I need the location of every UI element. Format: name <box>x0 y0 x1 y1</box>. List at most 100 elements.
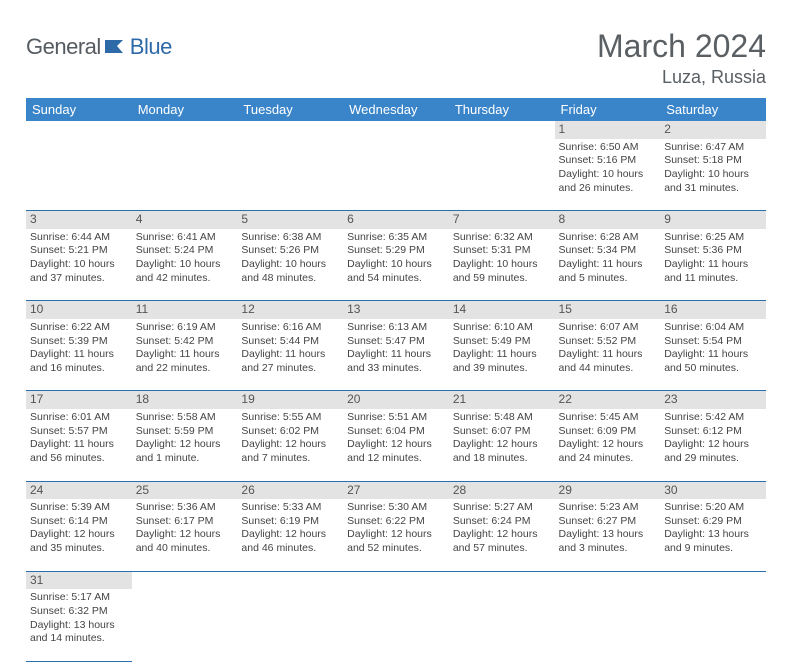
sunset-text: Sunset: 5:39 PM <box>30 335 128 349</box>
day2-text: and 12 minutes. <box>347 452 445 466</box>
day-number: 18 <box>136 392 149 406</box>
sunset-text: Sunset: 5:49 PM <box>453 335 551 349</box>
day-number-cell: 3 <box>26 211 132 229</box>
flag-icon <box>105 37 127 58</box>
day-cell: Sunrise: 5:30 AMSunset: 6:22 PMDaylight:… <box>343 499 449 571</box>
day-cell: Sunrise: 5:48 AMSunset: 6:07 PMDaylight:… <box>449 409 555 481</box>
day2-text: and 11 minutes. <box>664 272 762 286</box>
weekday-header: Thursday <box>449 98 555 121</box>
sunrise-text: Sunrise: 5:17 AM <box>30 591 128 605</box>
day-number-cell: 7 <box>449 211 555 229</box>
day-cell: Sunrise: 6:38 AMSunset: 5:26 PMDaylight:… <box>237 229 343 301</box>
day-cell: Sunrise: 5:55 AMSunset: 6:02 PMDaylight:… <box>237 409 343 481</box>
day-number-cell: 30 <box>660 481 766 499</box>
day-number-cell: 9 <box>660 211 766 229</box>
day-number-cell: 13 <box>343 301 449 319</box>
day-number: 24 <box>30 483 43 497</box>
day1-text: Daylight: 10 hours <box>453 258 551 272</box>
sunrise-text: Sunrise: 5:30 AM <box>347 501 445 515</box>
day2-text: and 7 minutes. <box>241 452 339 466</box>
day2-text: and 31 minutes. <box>664 182 762 196</box>
day-number-cell <box>343 571 449 589</box>
sunrise-text: Sunrise: 6:10 AM <box>453 321 551 335</box>
sunset-text: Sunset: 5:36 PM <box>664 244 762 258</box>
day-content-row: Sunrise: 6:44 AMSunset: 5:21 PMDaylight:… <box>26 229 766 301</box>
day-number-cell: 26 <box>237 481 343 499</box>
day1-text: Daylight: 10 hours <box>136 258 234 272</box>
sunset-text: Sunset: 6:02 PM <box>241 425 339 439</box>
day-number-cell: 25 <box>132 481 238 499</box>
sunset-text: Sunset: 5:34 PM <box>559 244 657 258</box>
day2-text: and 59 minutes. <box>453 272 551 286</box>
day-number: 29 <box>559 483 572 497</box>
sunset-text: Sunset: 6:04 PM <box>347 425 445 439</box>
sunset-text: Sunset: 5:44 PM <box>241 335 339 349</box>
sunrise-text: Sunrise: 6:19 AM <box>136 321 234 335</box>
sunrise-text: Sunrise: 6:07 AM <box>559 321 657 335</box>
day-number: 2 <box>664 122 671 136</box>
day2-text: and 56 minutes. <box>30 452 128 466</box>
day1-text: Daylight: 12 hours <box>30 528 128 542</box>
day1-text: Daylight: 12 hours <box>241 438 339 452</box>
sunrise-text: Sunrise: 6:41 AM <box>136 231 234 245</box>
sunset-text: Sunset: 5:59 PM <box>136 425 234 439</box>
sunset-text: Sunset: 5:24 PM <box>136 244 234 258</box>
day-cell: Sunrise: 5:20 AMSunset: 6:29 PMDaylight:… <box>660 499 766 571</box>
weekday-header-row: Sunday Monday Tuesday Wednesday Thursday… <box>26 98 766 121</box>
day-number: 17 <box>30 392 43 406</box>
day-cell <box>26 139 132 211</box>
sunset-text: Sunset: 6:14 PM <box>30 515 128 529</box>
sunset-text: Sunset: 5:18 PM <box>664 154 762 168</box>
day-number: 6 <box>347 212 354 226</box>
day-cell <box>132 139 238 211</box>
day-number-row: 31 <box>26 571 766 589</box>
day-number: 27 <box>347 483 360 497</box>
day-cell: Sunrise: 5:36 AMSunset: 6:17 PMDaylight:… <box>132 499 238 571</box>
day-number-cell: 16 <box>660 301 766 319</box>
sunset-text: Sunset: 6:27 PM <box>559 515 657 529</box>
day2-text: and 24 minutes. <box>559 452 657 466</box>
day1-text: Daylight: 11 hours <box>241 348 339 362</box>
day2-text: and 9 minutes. <box>664 542 762 556</box>
day-content-row: Sunrise: 6:01 AMSunset: 5:57 PMDaylight:… <box>26 409 766 481</box>
title-block: March 2024 Luza, Russia <box>597 28 766 88</box>
day2-text: and 44 minutes. <box>559 362 657 376</box>
day-cell: Sunrise: 5:23 AMSunset: 6:27 PMDaylight:… <box>555 499 661 571</box>
day2-text: and 26 minutes. <box>559 182 657 196</box>
day1-text: Daylight: 11 hours <box>30 348 128 362</box>
day-cell: Sunrise: 6:22 AMSunset: 5:39 PMDaylight:… <box>26 319 132 391</box>
day2-text: and 33 minutes. <box>347 362 445 376</box>
day-number: 28 <box>453 483 466 497</box>
day-number: 23 <box>664 392 677 406</box>
day-cell: Sunrise: 5:33 AMSunset: 6:19 PMDaylight:… <box>237 499 343 571</box>
day1-text: Daylight: 12 hours <box>241 528 339 542</box>
weekday-header: Monday <box>132 98 238 121</box>
day2-text: and 42 minutes. <box>136 272 234 286</box>
day1-text: Daylight: 11 hours <box>347 348 445 362</box>
day1-text: Daylight: 13 hours <box>664 528 762 542</box>
sunrise-text: Sunrise: 5:58 AM <box>136 411 234 425</box>
day1-text: Daylight: 12 hours <box>664 438 762 452</box>
sunset-text: Sunset: 6:29 PM <box>664 515 762 529</box>
sunrise-text: Sunrise: 6:47 AM <box>664 141 762 155</box>
sunset-text: Sunset: 6:24 PM <box>453 515 551 529</box>
weekday-header: Tuesday <box>237 98 343 121</box>
day-number-cell: 10 <box>26 301 132 319</box>
day-number-row: 12 <box>26 121 766 139</box>
sunrise-text: Sunrise: 6:22 AM <box>30 321 128 335</box>
sunrise-text: Sunrise: 5:48 AM <box>453 411 551 425</box>
day-number-cell <box>26 121 132 139</box>
day-cell: Sunrise: 6:50 AMSunset: 5:16 PMDaylight:… <box>555 139 661 211</box>
day-number-cell: 2 <box>660 121 766 139</box>
day2-text: and 48 minutes. <box>241 272 339 286</box>
day-cell <box>555 589 661 661</box>
sunrise-text: Sunrise: 6:16 AM <box>241 321 339 335</box>
day-cell: Sunrise: 6:28 AMSunset: 5:34 PMDaylight:… <box>555 229 661 301</box>
sunrise-text: Sunrise: 5:39 AM <box>30 501 128 515</box>
day-number: 26 <box>241 483 254 497</box>
day1-text: Daylight: 11 hours <box>559 348 657 362</box>
sunrise-text: Sunrise: 5:42 AM <box>664 411 762 425</box>
day2-text: and 39 minutes. <box>453 362 551 376</box>
day-cell: Sunrise: 5:39 AMSunset: 6:14 PMDaylight:… <box>26 499 132 571</box>
day-number-cell <box>660 571 766 589</box>
